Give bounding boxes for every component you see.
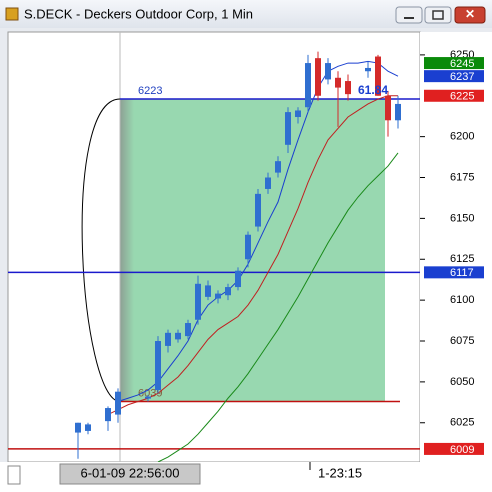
candle-body <box>185 323 191 337</box>
candle-body <box>395 103 401 121</box>
candle-body <box>195 283 201 320</box>
candle-body <box>285 112 291 145</box>
candle-body <box>295 110 301 118</box>
candle-body <box>245 234 251 260</box>
drawing-arc <box>81 98 121 403</box>
close-button[interactable] <box>454 6 486 24</box>
zone-shadow <box>120 99 134 402</box>
candle-body <box>85 424 91 431</box>
candle-body <box>215 293 221 299</box>
time-label: 1-23:15 <box>318 465 362 480</box>
candle-body <box>265 177 271 189</box>
candle-body <box>385 95 391 121</box>
y-tick-label: 6100 <box>450 294 474 306</box>
y-tick-label: 6150 <box>450 212 474 224</box>
candle-body <box>75 422 81 433</box>
candle-body <box>345 81 351 95</box>
maximize-button[interactable] <box>424 6 452 24</box>
y-tick-label: 6025 <box>450 417 474 429</box>
moving-average <box>157 152 399 462</box>
close-glyph: ✕ <box>465 7 475 21</box>
annotation: 61.84 <box>358 83 388 97</box>
scroll-handle[interactable] <box>7 465 21 485</box>
candle-body <box>165 332 171 346</box>
price-marker-label: 6237 <box>450 71 474 83</box>
time-box <box>59 463 201 485</box>
candle-body <box>155 341 161 391</box>
candle-body <box>365 67 371 72</box>
time-label: 6-01-09 22:56:00 <box>80 465 179 480</box>
level-label: 6223 <box>138 85 162 97</box>
y-tick-label: 6175 <box>450 171 474 183</box>
price-marker-label: 6225 <box>450 91 474 103</box>
price-marker <box>424 70 484 83</box>
y-tick-label: 6125 <box>450 253 474 265</box>
candle-body <box>235 270 241 288</box>
candle-body <box>225 287 231 296</box>
y-tick-label: 6075 <box>450 335 474 347</box>
candle-body <box>325 63 331 80</box>
price-axis <box>420 32 492 462</box>
price-marker <box>424 57 484 70</box>
candle-body <box>335 77 341 88</box>
candle-body <box>205 285 211 297</box>
price-marker-label: 6245 <box>450 58 474 70</box>
price-marker-label: 6009 <box>450 444 474 456</box>
maximize-glyph <box>432 10 444 20</box>
price-marker-label: 6117 <box>450 267 474 279</box>
price-marker <box>424 442 484 455</box>
price-marker <box>424 266 484 279</box>
y-tick-label: 6200 <box>450 131 474 143</box>
moving-average <box>117 60 399 402</box>
candle-body <box>305 63 311 108</box>
app-icon <box>5 7 19 21</box>
price-marker <box>424 89 484 102</box>
candle-body <box>175 332 181 340</box>
target-zone <box>120 99 385 402</box>
window-buttons[interactable]: ✕ <box>395 6 486 24</box>
level-label: 6039 <box>138 387 162 399</box>
candle-body <box>145 396 151 399</box>
window-title: S.DECK - Deckers Outdoor Corp, 1 Min <box>24 6 253 21</box>
candle-body <box>115 391 121 415</box>
candle-body <box>375 56 381 96</box>
minimize-button[interactable] <box>395 6 423 24</box>
candle-body <box>315 58 321 96</box>
candle-body <box>105 408 111 422</box>
candle-body <box>255 193 261 227</box>
y-tick-label: 6050 <box>450 376 474 388</box>
candle-body <box>275 161 281 173</box>
moving-average <box>107 95 398 416</box>
